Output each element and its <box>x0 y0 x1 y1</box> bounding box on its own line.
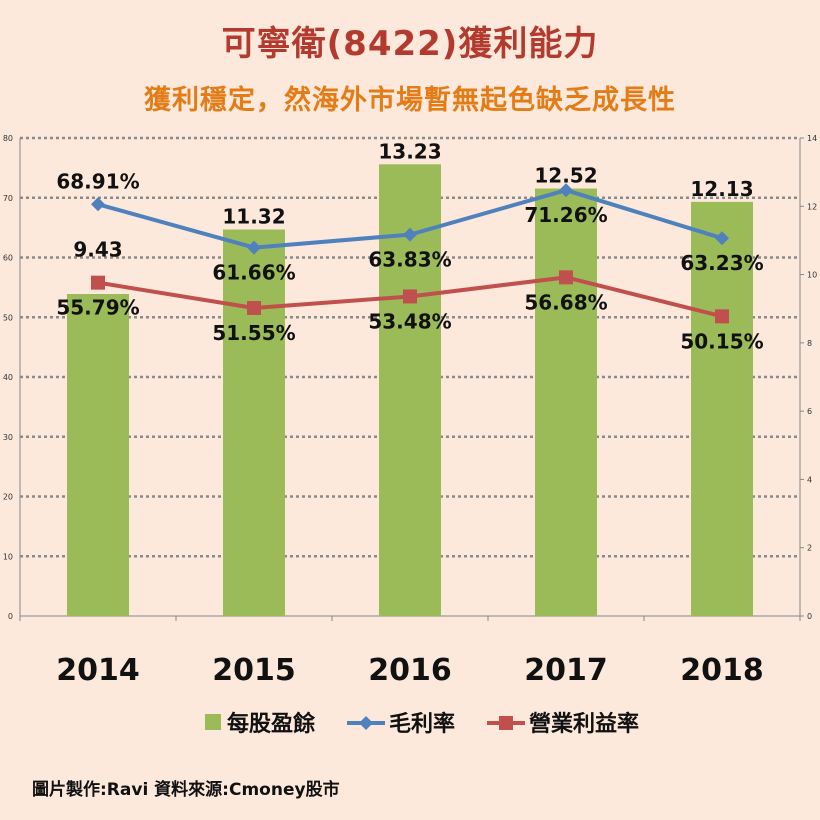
category-label: 2014 <box>56 653 140 688</box>
gross-margin-point <box>403 227 417 242</box>
operating-margin-point <box>715 309 729 324</box>
operating-margin-label: 55.79% <box>56 296 139 320</box>
gross-margin-point <box>247 240 261 255</box>
gross-margin-label: 61.66% <box>212 261 295 285</box>
operating-margin-label: 51.55% <box>212 321 295 345</box>
category-label: 2018 <box>680 653 764 688</box>
right-axis-tick: 2 <box>807 544 812 553</box>
chart-title: 可寧衛(8422)獲利能力 <box>221 24 599 64</box>
right-axis-tick: 10 <box>807 271 817 280</box>
legend-swatch-bar <box>205 714 221 730</box>
eps-label: 11.32 <box>222 205 285 229</box>
operating-margin-point <box>559 270 573 285</box>
footer-credit: 圖片製作:Ravi 資料來源:Cmoney股市 <box>32 780 340 800</box>
chart-subtitle: 獲利穩定，然海外市場暫無起色缺乏成長性 <box>144 85 676 116</box>
right-axis: 0 2 4 6 8 10 12 14 <box>800 134 817 621</box>
gross-margin-label: 68.91% <box>56 169 139 193</box>
gross-margin-point <box>91 197 105 212</box>
gross-margin-label: 71.26% <box>524 203 607 227</box>
eps-bar <box>67 294 129 616</box>
eps-label: 12.13 <box>690 177 753 201</box>
right-axis-tick: 8 <box>807 339 812 348</box>
operating-margin-point <box>247 300 261 315</box>
left-axis-tick: 60 <box>3 254 13 263</box>
right-axis-tick: 6 <box>807 407 812 416</box>
eps-label: 9.43 <box>73 238 122 262</box>
legend-label: 每股盈餘 <box>227 711 316 737</box>
left-axis-tick: 80 <box>3 134 13 143</box>
right-axis-tick: 0 <box>807 612 812 621</box>
line-series <box>91 183 729 324</box>
right-axis-tick: 4 <box>807 475 812 484</box>
right-axis-tick: 12 <box>807 202 817 211</box>
eps-bar <box>691 201 753 616</box>
operating-margin-label: 50.15% <box>680 329 763 353</box>
category-label: 2016 <box>368 653 452 688</box>
eps-label: 13.23 <box>378 139 441 163</box>
category-labels: 2014 2015 2016 2017 2018 <box>56 653 764 688</box>
eps-bar <box>223 229 285 616</box>
left-axis-tick: 20 <box>3 493 13 502</box>
legend: 每股盈餘 毛利率 營業利益率 <box>205 711 639 737</box>
right-axis-tick: 14 <box>807 134 817 143</box>
eps-label: 12.52 <box>534 164 597 188</box>
left-axis-tick: 70 <box>3 194 13 203</box>
operating-margin-label: 56.68% <box>524 290 607 314</box>
legend-label: 營業利益率 <box>529 711 639 737</box>
operating-margin-label: 53.48% <box>368 309 451 333</box>
left-axis-tick: 30 <box>3 433 13 442</box>
operating-margin-point <box>91 275 105 290</box>
gross-margin-label: 63.83% <box>368 248 451 272</box>
left-axis-tick: 40 <box>3 373 13 382</box>
left-axis-tick: 10 <box>3 552 13 561</box>
legend-marker-square <box>499 716 513 730</box>
operating-margin-point <box>403 289 417 304</box>
left-axis-tick: 0 <box>8 612 13 621</box>
category-label: 2015 <box>212 653 296 688</box>
gross-margin-label: 63.23% <box>680 251 763 275</box>
data-labels: 9.43 68.91% 55.79% 11.32 61.66% 51.55% 13.23 63… <box>56 139 763 353</box>
legend-marker-diamond <box>359 716 373 730</box>
eps-bar <box>535 188 597 616</box>
category-label: 2017 <box>524 653 608 688</box>
gross-margin-point <box>559 183 573 198</box>
legend-label: 毛利率 <box>389 711 455 737</box>
gross-margin-point <box>715 231 729 246</box>
left-axis-tick: 50 <box>3 313 13 322</box>
left-axis: 0 10 20 30 40 50 60 70 80 <box>3 134 13 621</box>
bar-series <box>67 164 753 617</box>
